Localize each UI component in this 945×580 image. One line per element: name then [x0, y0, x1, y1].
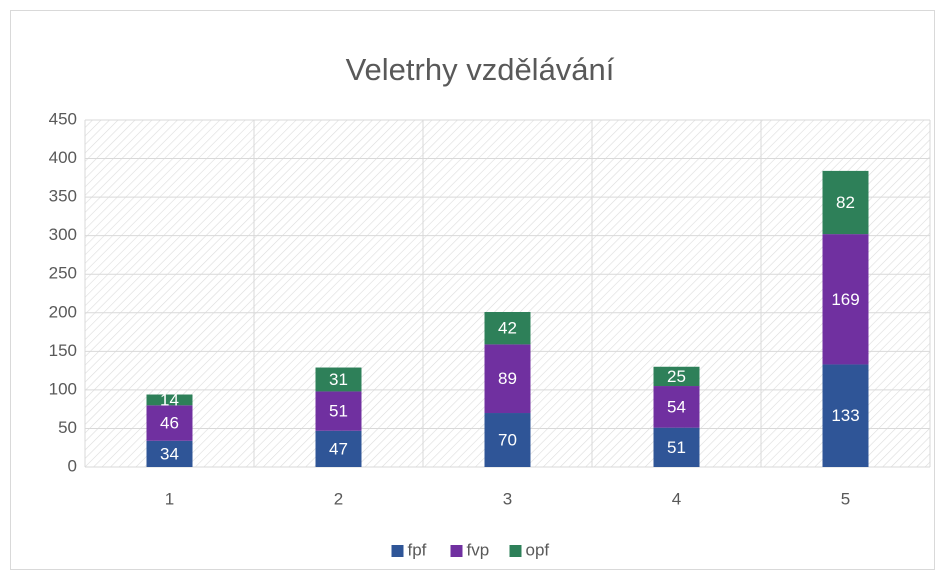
y-tick-label: 100 [49, 379, 77, 398]
data-label: 42 [498, 319, 517, 338]
bar-segment [822, 234, 869, 365]
bar-segment [315, 367, 362, 392]
data-label: 51 [667, 438, 686, 457]
y-tick-label: 400 [49, 148, 77, 167]
bar-segment [484, 312, 531, 345]
x-tick-label: 2 [334, 489, 343, 508]
legend-swatch [391, 545, 404, 557]
data-label: 47 [329, 439, 348, 458]
bar-segment [653, 366, 700, 387]
bar-segment [484, 344, 531, 414]
y-tick-label: 200 [49, 302, 77, 321]
data-label: 54 [667, 397, 686, 416]
y-tick-label: 300 [49, 225, 77, 244]
legend-label: opf [526, 540, 550, 559]
legend-swatch [450, 545, 463, 557]
data-label: 31 [329, 370, 348, 389]
y-tick-label: 50 [58, 418, 77, 437]
y-tick-label: 150 [49, 341, 77, 360]
y-tick-label: 450 [49, 109, 77, 128]
data-label: 169 [831, 290, 859, 309]
y-tick-label: 0 [68, 456, 77, 475]
data-label: 133 [831, 406, 859, 425]
y-tick-label: 350 [49, 187, 77, 206]
bar-segment [146, 440, 193, 467]
bar-segment [822, 170, 869, 235]
bar-segment [315, 430, 362, 467]
x-tick-label: 1 [165, 489, 174, 508]
x-tick-label: 3 [503, 489, 512, 508]
data-label: 25 [667, 367, 686, 386]
legend-label: fpf [408, 540, 427, 559]
data-label: 82 [836, 193, 855, 212]
data-label: 70 [498, 430, 517, 449]
bar-segment [146, 405, 193, 441]
y-tick-label: 250 [49, 264, 77, 283]
bar-segment [653, 427, 700, 467]
bar-segment [146, 394, 193, 406]
legend-label: fvp [467, 540, 490, 559]
data-label: 51 [329, 402, 348, 421]
data-label: 14 [160, 390, 179, 409]
chart-title: Veletrhy vzdělávání [346, 52, 615, 87]
bar-segment [653, 386, 700, 428]
data-label: 89 [498, 369, 517, 388]
bar-segment [315, 391, 362, 431]
data-label: 46 [160, 414, 179, 433]
x-tick-label: 4 [672, 489, 681, 508]
bar-segment [484, 413, 531, 467]
legend-swatch [509, 545, 522, 557]
data-label: 34 [160, 444, 179, 463]
x-tick-label: 5 [841, 489, 850, 508]
bar-segment [822, 364, 869, 467]
